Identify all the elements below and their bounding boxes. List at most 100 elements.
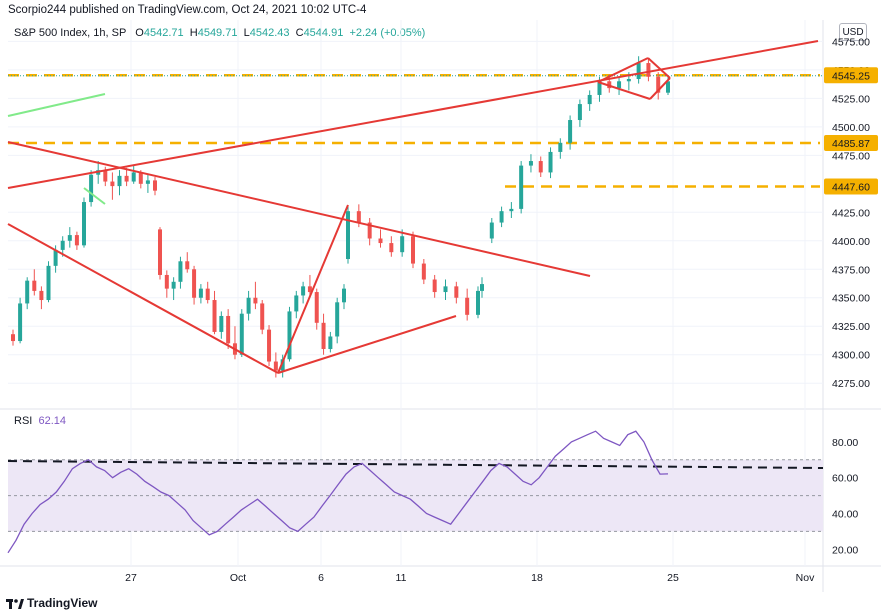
tradingview-logo[interactable]: TradingView — [6, 596, 97, 610]
candle-body — [335, 302, 340, 337]
candle-body — [205, 288, 210, 301]
low-value: 4542.43 — [249, 27, 290, 39]
candle-body — [39, 290, 44, 301]
flag-bottom-right — [649, 77, 671, 100]
candles — [11, 56, 670, 378]
candle-body — [294, 295, 299, 312]
rsi-tick-label: 20.00 — [832, 544, 858, 556]
time-tick-label: 18 — [531, 572, 543, 584]
price-levels — [8, 74, 823, 188]
candle-body — [328, 336, 333, 350]
candle-body — [432, 279, 437, 293]
candle-body — [617, 81, 622, 89]
candle-body — [489, 222, 494, 239]
rsi-tick-label: 80.00 — [832, 437, 858, 449]
candle-body — [82, 202, 86, 246]
price-level-label: 4447.60 — [832, 182, 870, 194]
rsi-band — [7, 459, 824, 532]
candle-body — [646, 63, 651, 77]
rsi-value: 62.14 — [38, 415, 66, 427]
high-value: 4549.71 — [197, 27, 238, 39]
flag-top-left — [597, 57, 649, 83]
price-level-label: 4485.87 — [832, 138, 870, 150]
price-labels: 4545.25 4485.87 4447.60 — [824, 67, 878, 195]
candle-body — [273, 361, 278, 371]
candle-body — [519, 165, 524, 209]
candle-body — [89, 174, 94, 203]
time-axis: 27 Oct 6 11 18 25 Nov — [125, 572, 815, 584]
candle-body — [346, 211, 350, 260]
candle-body — [11, 334, 15, 342]
candle-body — [558, 142, 563, 152]
chart-grid — [0, 20, 881, 592]
candle-body — [656, 76, 661, 93]
price-tick-label: 4275.00 — [832, 378, 870, 390]
symbol-legend: S&P 500 Index, 1h, SP O4542.71 H4549.71 … — [14, 27, 425, 39]
candle-body — [219, 315, 224, 332]
currency-button[interactable]: USD — [839, 23, 867, 41]
rsi-trendline — [7, 460, 824, 469]
flag-bottom-left — [597, 81, 651, 100]
price-tick-label: 4525.00 — [832, 93, 870, 105]
candle-body — [110, 181, 115, 187]
open-value: 4542.71 — [143, 27, 184, 39]
candle-body — [192, 269, 197, 298]
candle-body — [117, 175, 122, 187]
candle-body — [476, 290, 480, 315]
candle-body — [314, 292, 319, 323]
price-tick-label: 4575.00 — [832, 36, 870, 48]
price-tick-label: 4300.00 — [832, 350, 870, 362]
trendline-wedge-lower-left — [7, 223, 279, 374]
price-tick-label: 4325.00 — [832, 321, 870, 333]
candle-body — [18, 303, 23, 342]
rsi-tick-label: 60.00 — [832, 473, 858, 485]
price-level-box — [824, 178, 878, 195]
price-tick-label: 4425.00 — [832, 207, 870, 219]
candle-body — [389, 243, 394, 253]
candle-body — [577, 104, 582, 121]
publisher-header: Scorpio244 published on TradingView.com,… — [8, 4, 367, 16]
candle-body — [356, 211, 361, 223]
candle-body — [138, 172, 143, 184]
brand-label: TradingView — [27, 596, 98, 610]
candle-body — [528, 161, 533, 166]
candle-body — [53, 249, 58, 266]
candle-body — [443, 286, 448, 293]
candle-body — [246, 297, 251, 314]
candle-body — [164, 274, 169, 289]
flag-top-right — [647, 57, 671, 79]
green-trendline-short — [83, 187, 106, 205]
trendlines — [7, 40, 819, 374]
trendline-upper-channel — [7, 40, 819, 189]
candle-body — [32, 280, 37, 291]
candle-body — [480, 284, 484, 291]
candle-body — [260, 303, 265, 330]
low-label: L — [243, 27, 250, 39]
price-tick-label: 4350.00 — [832, 293, 870, 305]
candle-body — [46, 265, 51, 301]
candle-body — [124, 175, 129, 182]
symbol-name: S&P 500 Index, 1h, SP — [14, 27, 127, 39]
time-tick-label: Oct — [230, 572, 246, 584]
candle-body — [307, 286, 312, 293]
trendline-descending — [7, 141, 591, 277]
candle-body — [626, 79, 631, 82]
close-label: C — [295, 27, 304, 39]
candle-body — [145, 180, 150, 184]
green-trendline — [7, 93, 106, 117]
time-tick-label: 27 — [125, 572, 137, 584]
candle-body — [178, 261, 183, 282]
candle-body — [131, 172, 136, 182]
candle-body — [400, 236, 405, 253]
close-value: 4544.91 — [303, 27, 344, 39]
candle-body — [301, 286, 306, 296]
trendline-lower-support — [277, 315, 457, 374]
rsi-axis: 80.00 60.00 40.00 20.00 — [832, 437, 858, 556]
trendline-v-right — [277, 204, 349, 374]
candle-body — [367, 222, 372, 239]
candle-body — [411, 236, 415, 264]
candle-body — [499, 211, 504, 223]
candle-body — [666, 81, 670, 93]
price-tick-label: 4500.00 — [832, 122, 870, 134]
